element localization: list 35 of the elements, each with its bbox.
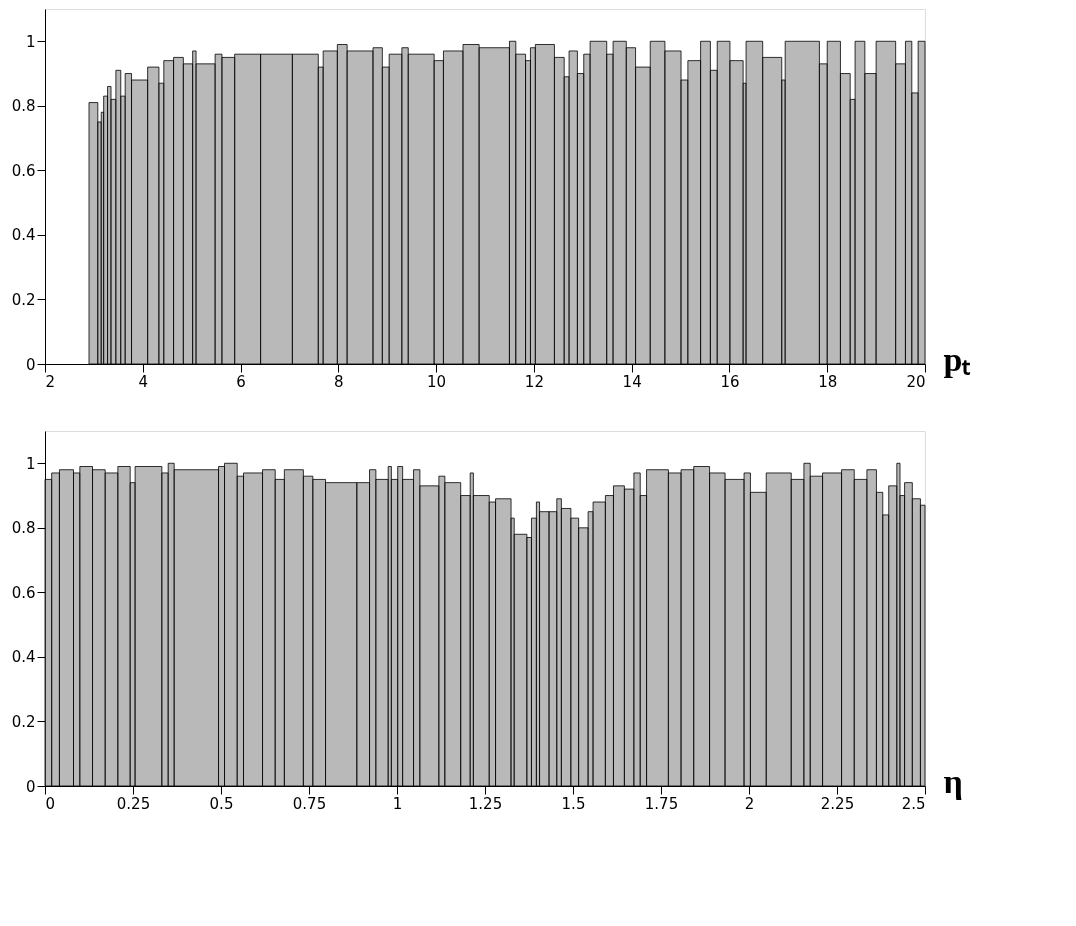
x-axis-title: pₜ bbox=[943, 340, 972, 378]
x-tick-label: 0.75 bbox=[292, 794, 327, 813]
y-tick-label: 0.2 bbox=[11, 290, 36, 309]
x-tick-label: 2 bbox=[744, 794, 755, 813]
y-tick-label: 0.6 bbox=[11, 161, 36, 180]
y-tick-label: 0.6 bbox=[11, 583, 36, 602]
x-tick-label: 1.5 bbox=[561, 794, 586, 813]
x-tick-label: 1.25 bbox=[468, 794, 503, 813]
y-tick-label: 0.8 bbox=[11, 97, 36, 116]
x-tick-label: 1.75 bbox=[644, 794, 679, 813]
y-tick-label: 0.8 bbox=[11, 519, 36, 538]
y-tick-label: 0.2 bbox=[11, 712, 36, 731]
x-tick-label: 20 bbox=[906, 372, 926, 391]
x-tick-label: 14 bbox=[622, 372, 642, 391]
y-tick-label: 0 bbox=[25, 355, 36, 374]
y-tick-label: 0.4 bbox=[11, 648, 36, 667]
x-tick-label: 4 bbox=[138, 372, 149, 391]
x-tick-label: 0 bbox=[45, 794, 56, 813]
x-tick-label: 6 bbox=[236, 372, 246, 391]
x-tick-label: 8 bbox=[334, 372, 344, 391]
x-tick-label: 16 bbox=[720, 372, 740, 391]
x-tick-label: 18 bbox=[818, 372, 838, 391]
x-tick-label: 2 bbox=[45, 372, 56, 391]
x-tick-label: 2.25 bbox=[820, 794, 855, 813]
x-tick-label: 2.5 bbox=[901, 794, 926, 813]
x-tick-label: 0.25 bbox=[116, 794, 151, 813]
x-tick-label: 0.5 bbox=[209, 794, 234, 813]
x-tick-label: 12 bbox=[524, 372, 544, 391]
x-tick-label: 10 bbox=[427, 372, 447, 391]
y-tick-label: 1 bbox=[25, 454, 36, 473]
y-tick-label: 0 bbox=[25, 777, 36, 796]
x-axis-title: η bbox=[943, 762, 963, 800]
x-tick-label: 1 bbox=[392, 794, 403, 813]
y-tick-label: 1 bbox=[25, 32, 36, 51]
y-tick-label: 0.4 bbox=[11, 226, 36, 245]
